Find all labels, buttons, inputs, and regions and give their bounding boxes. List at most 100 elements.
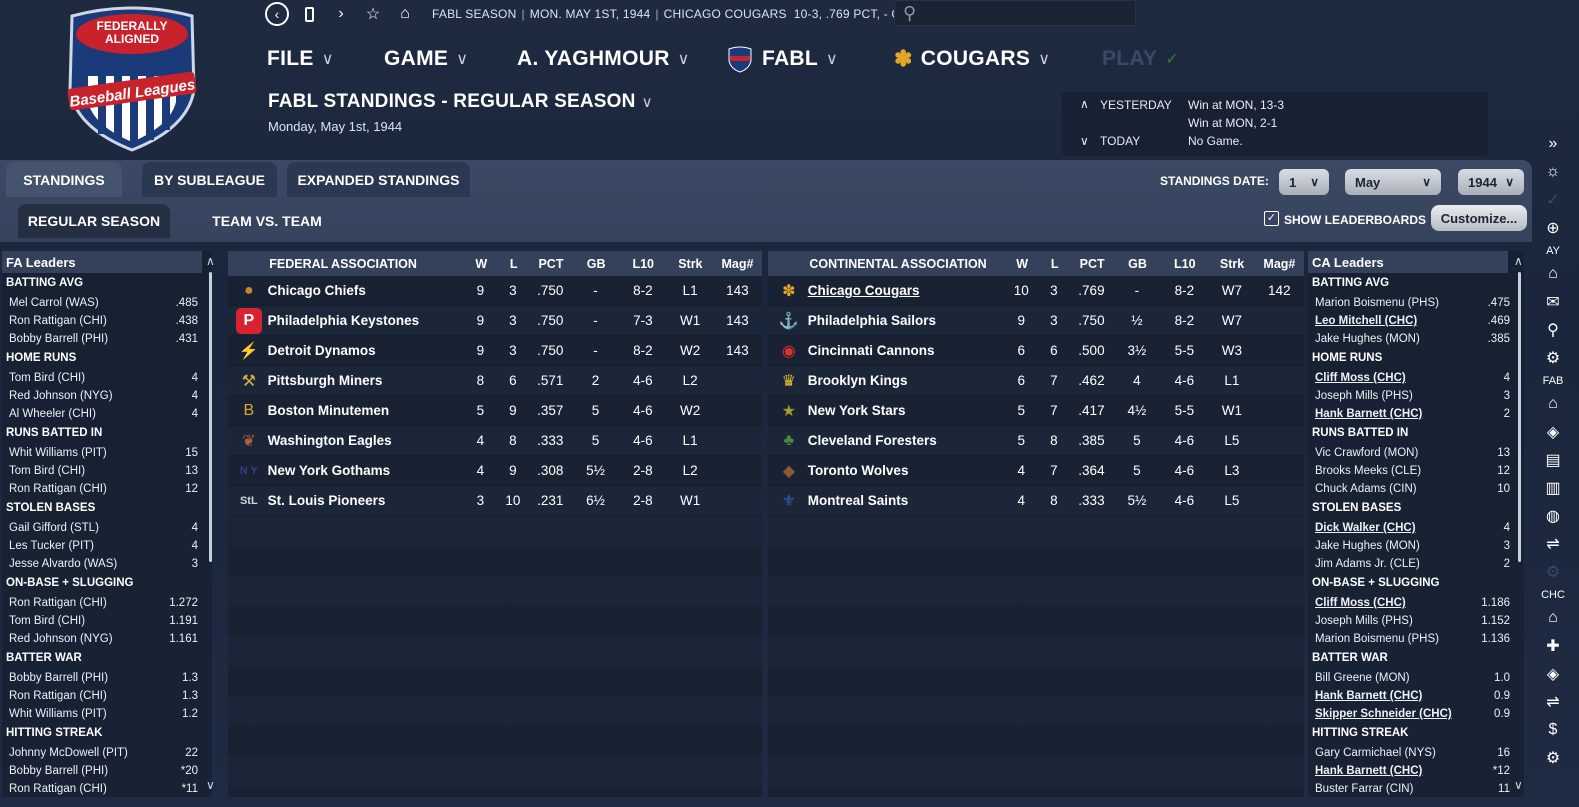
paw-icon[interactable]: ✽ [782, 282, 796, 300]
home-button[interactable]: ⌂ [392, 2, 418, 26]
gear-icon[interactable]: ⚙ [1545, 750, 1561, 767]
bear-icon[interactable]: ● [243, 281, 254, 299]
leader-player-name[interactable]: Tom Bird (CHI) [9, 615, 86, 627]
fabl-logo[interactable]: FEDERALLY ALIGNED Baseball Leagues [62, 6, 202, 152]
leader-player-name[interactable]: Leo Mitchell (CHC) [1315, 315, 1418, 327]
leader-player-name[interactable]: Whit Williams (PIT) [9, 447, 107, 459]
wolf-icon[interactable]: ◆ [782, 462, 795, 480]
team-name[interactable]: St. Louis Pioneers [267, 493, 386, 508]
leader-player-name[interactable]: Ron Rattigan (CHI) [9, 315, 107, 327]
leader-player-name[interactable]: Bobby Barrell (PHI) [9, 672, 109, 684]
bookmark-button[interactable]: ☆ [360, 2, 386, 26]
leader-row[interactable]: Hank Barnett (CHC) 0.9 [1308, 687, 1524, 705]
team-name[interactable]: Philadelphia Keystones [267, 313, 420, 328]
leader-player-name[interactable]: Red Johnson (NYG) [9, 633, 113, 645]
table-row[interactable]: ◆ Toronto Wolves 4 7 .364 5 4-6 L3 [768, 456, 1304, 486]
lightning-icon[interactable]: ⚡ [238, 342, 259, 360]
down-arrow-icon[interactable]: ∨ [1080, 134, 1089, 148]
leader-player-name[interactable]: Skipper Schneider (CHC) [1315, 708, 1452, 720]
table-row[interactable]: N Y New York Gothams 4 9 .308 5½ 2-8 L2 [228, 456, 762, 486]
leader-row[interactable]: Bobby Barrell (PHI) *20 [2, 762, 212, 780]
leader-row[interactable]: Hank Barnett (CHC) 2 [1308, 405, 1524, 423]
leader-row[interactable]: Ron Rattigan (CHI) .438 [2, 312, 212, 330]
location-icon[interactable]: ◈ [1546, 666, 1560, 683]
leader-row[interactable]: Buster Farrar (CIN) 11 [1308, 780, 1524, 797]
tab-expanded-standings[interactable]: EXPANDED STANDINGS [287, 162, 470, 197]
team-name[interactable]: Brooklyn Kings [807, 373, 908, 388]
tab-team-vs-team[interactable]: TEAM VS. TEAM [212, 213, 322, 229]
star-icon[interactable]: ★ [781, 402, 797, 420]
search-icon[interactable]: ⚲ [1547, 322, 1559, 339]
team-name[interactable]: Cleveland Foresters [807, 433, 937, 448]
menu-league[interactable]: FABL ∨ [726, 44, 838, 74]
leader-player-name[interactable]: Marion Boismenu (PHS) [1315, 633, 1439, 645]
back-button[interactable]: ‹ [264, 2, 290, 26]
leader-player-name[interactable]: Hank Barnett (CHC) [1315, 690, 1423, 702]
table-row[interactable]: ● Chicago Chiefs 9 3 .750 - 8-2 L1 143 [228, 276, 762, 306]
leader-player-name[interactable]: Bobby Barrell (PHI) [9, 765, 109, 777]
leader-player-name[interactable]: Jake Hughes (MON) [1315, 333, 1420, 345]
up-arrow-icon[interactable]: ∧ [1080, 97, 1089, 111]
search-icon[interactable]: ⚲ [903, 2, 917, 23]
crown-icon[interactable]: ♛ [781, 372, 797, 390]
leader-row[interactable]: Red Johnson (NYG) 1.161 [2, 630, 212, 648]
leader-row[interactable]: Ron Rattigan (CHI) 12 [2, 480, 212, 498]
show-leaderboards-label[interactable]: SHOW LEADERBOARDS [1284, 213, 1427, 227]
leader-player-name[interactable]: Dick Walker (CHC) [1315, 522, 1416, 534]
leader-row[interactable]: Jake Hughes (MON) .385 [1308, 330, 1524, 348]
leader-row[interactable]: Skipper Schneider (CHC) 0.9 [1308, 705, 1524, 723]
leader-row[interactable]: Ron Rattigan (CHI) *11 [2, 780, 212, 797]
leader-row[interactable]: Cliff Moss (CHC) 1.186 [1308, 594, 1524, 612]
leader-player-name[interactable]: Jim Adams Jr. (CLE) [1315, 558, 1420, 570]
show-leaderboards-checkbox[interactable]: ✓ [1264, 211, 1279, 226]
leader-player-name[interactable]: Gail Gifford (STL) [9, 522, 99, 534]
scroll-up-icon[interactable]: ∧ [206, 254, 215, 268]
leader-row[interactable]: Bobby Barrell (PHI) 1.3 [2, 669, 212, 687]
table-row[interactable]: ⚡ Detroit Dynamos 9 3 .750 - 8-2 W2 143 [228, 336, 762, 366]
home-icon[interactable]: ⌂ [1548, 265, 1558, 282]
news-icon[interactable]: ▤ [1545, 452, 1561, 469]
team-name[interactable]: Pittsburgh Miners [267, 373, 383, 388]
table-row[interactable]: ♛ Brooklyn Kings 6 7 .462 4 4-6 L1 [768, 366, 1304, 396]
column-header-strk[interactable]: Strk [678, 256, 703, 271]
tab-standings[interactable]: STANDINGS [6, 162, 122, 197]
team-name[interactable]: Cincinnati Cannons [807, 343, 935, 358]
anchor-icon[interactable]: ⚓ [778, 312, 799, 330]
dollar-icon[interactable]: $ [1548, 721, 1558, 738]
leader-player-name[interactable]: Marion Boismenu (PHS) [1315, 297, 1439, 309]
leader-player-name[interactable]: Jake Hughes (MON) [1315, 540, 1420, 552]
cannon-icon[interactable]: ◉ [781, 342, 796, 360]
column-header-l[interactable]: L [509, 256, 518, 271]
forward-button[interactable]: › [328, 2, 354, 26]
checkmark-icon[interactable]: ✓ [1546, 192, 1560, 209]
column-header-gb[interactable]: GB [586, 256, 606, 271]
leader-row[interactable]: Bill Greene (MON) 1.0 [1308, 669, 1524, 687]
leader-player-name[interactable]: Hank Barnett (CHC) [1315, 408, 1423, 420]
leader-player-name[interactable]: Al Wheeler (CHI) [9, 408, 96, 420]
yesterday-result-1[interactable]: Win at MON, 13-3 [1188, 98, 1285, 112]
globe-icon[interactable]: ⊕ [1546, 220, 1560, 237]
menu-game[interactable]: GAME ∨ [384, 47, 469, 70]
table-row[interactable]: ⚒ Pittsburgh Miners 8 6 .571 2 4-6 L2 [228, 366, 762, 396]
leader-player-name[interactable]: Cliff Moss (CHC) [1315, 372, 1406, 384]
leader-player-name[interactable]: Cliff Moss (CHC) [1315, 597, 1406, 609]
day-select[interactable]: 1 ∨ [1279, 169, 1329, 195]
table-row[interactable]: B Boston Minutemen 5 9 .357 5 4-6 W2 [228, 396, 762, 426]
leader-row[interactable]: Johnny McDowell (PIT) 22 [2, 744, 212, 762]
gear-icon[interactable]: ⚙ [1545, 350, 1561, 367]
baseball-icon[interactable]: ◍ [1546, 508, 1560, 525]
miner-icon[interactable]: ⚒ [241, 372, 256, 390]
leader-row[interactable]: Mel Carrol (WAS) .485 [2, 294, 212, 312]
fa-scrollbar[interactable] [209, 272, 212, 562]
leader-row[interactable]: Chuck Adams (CIN) 10 [1308, 480, 1524, 498]
customize-button[interactable]: Customize... [1431, 205, 1527, 231]
leader-row[interactable]: Whit Williams (PIT) 15 [2, 444, 212, 462]
transactions-icon[interactable]: ⇌ [1546, 536, 1560, 553]
column-header-strk[interactable]: Strk [1219, 256, 1245, 271]
leader-player-name[interactable]: Ron Rattigan (CHI) [9, 597, 107, 609]
leader-row[interactable]: Whit Williams (PIT) 1.2 [2, 705, 212, 723]
bar-chart-icon[interactable]: ▥ [1545, 480, 1561, 497]
leader-player-name[interactable]: Hank Barnett (CHC) [1315, 765, 1423, 777]
table-row[interactable]: ✽ Chicago Cougars 10 3 .769 - 8-2 W7 142 [768, 276, 1304, 306]
leader-player-name[interactable]: Brooks Meeks (CLE) [1315, 465, 1422, 477]
